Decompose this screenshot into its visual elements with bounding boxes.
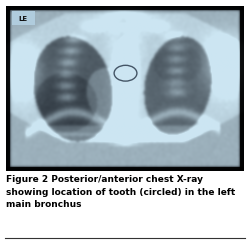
FancyBboxPatch shape <box>12 11 35 25</box>
Text: LE: LE <box>19 16 28 22</box>
Text: Figure 2 Posterior/anterior chest X-ray
showing location of tooth (circled) in t: Figure 2 Posterior/anterior chest X-ray … <box>6 175 235 209</box>
